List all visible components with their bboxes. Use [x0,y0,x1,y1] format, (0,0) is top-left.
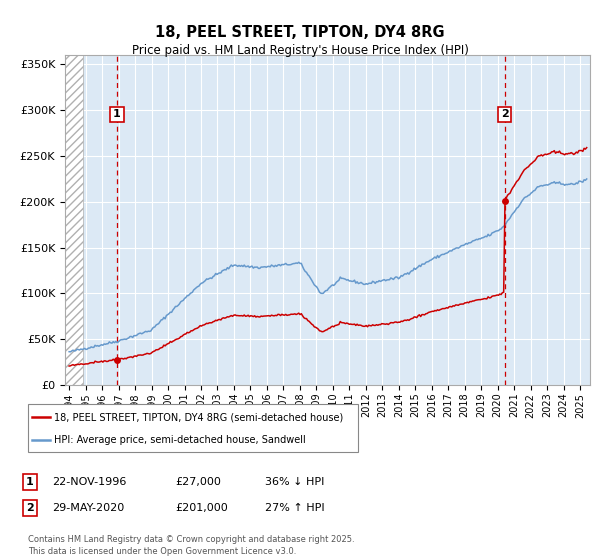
Text: Contains HM Land Registry data © Crown copyright and database right 2025.: Contains HM Land Registry data © Crown c… [28,535,355,544]
Text: HPI: Average price, semi-detached house, Sandwell: HPI: Average price, semi-detached house,… [54,435,306,445]
Text: 1: 1 [26,477,34,487]
Text: £27,000: £27,000 [175,477,221,487]
Text: 1: 1 [113,109,121,119]
FancyBboxPatch shape [28,404,358,452]
Text: 18, PEEL STREET, TIPTON, DY4 8RG: 18, PEEL STREET, TIPTON, DY4 8RG [155,25,445,40]
Text: 27% ↑ HPI: 27% ↑ HPI [265,503,325,513]
Text: This data is licensed under the Open Government Licence v3.0.: This data is licensed under the Open Gov… [28,548,296,557]
Text: 36% ↓ HPI: 36% ↓ HPI [265,477,325,487]
Text: 29-MAY-2020: 29-MAY-2020 [52,503,124,513]
Text: 22-NOV-1996: 22-NOV-1996 [52,477,127,487]
Text: 18, PEEL STREET, TIPTON, DY4 8RG (semi-detached house): 18, PEEL STREET, TIPTON, DY4 8RG (semi-d… [54,412,343,422]
Text: 2: 2 [26,503,34,513]
Text: £201,000: £201,000 [175,503,228,513]
Text: Price paid vs. HM Land Registry's House Price Index (HPI): Price paid vs. HM Land Registry's House … [131,44,469,57]
Text: 2: 2 [500,109,508,119]
